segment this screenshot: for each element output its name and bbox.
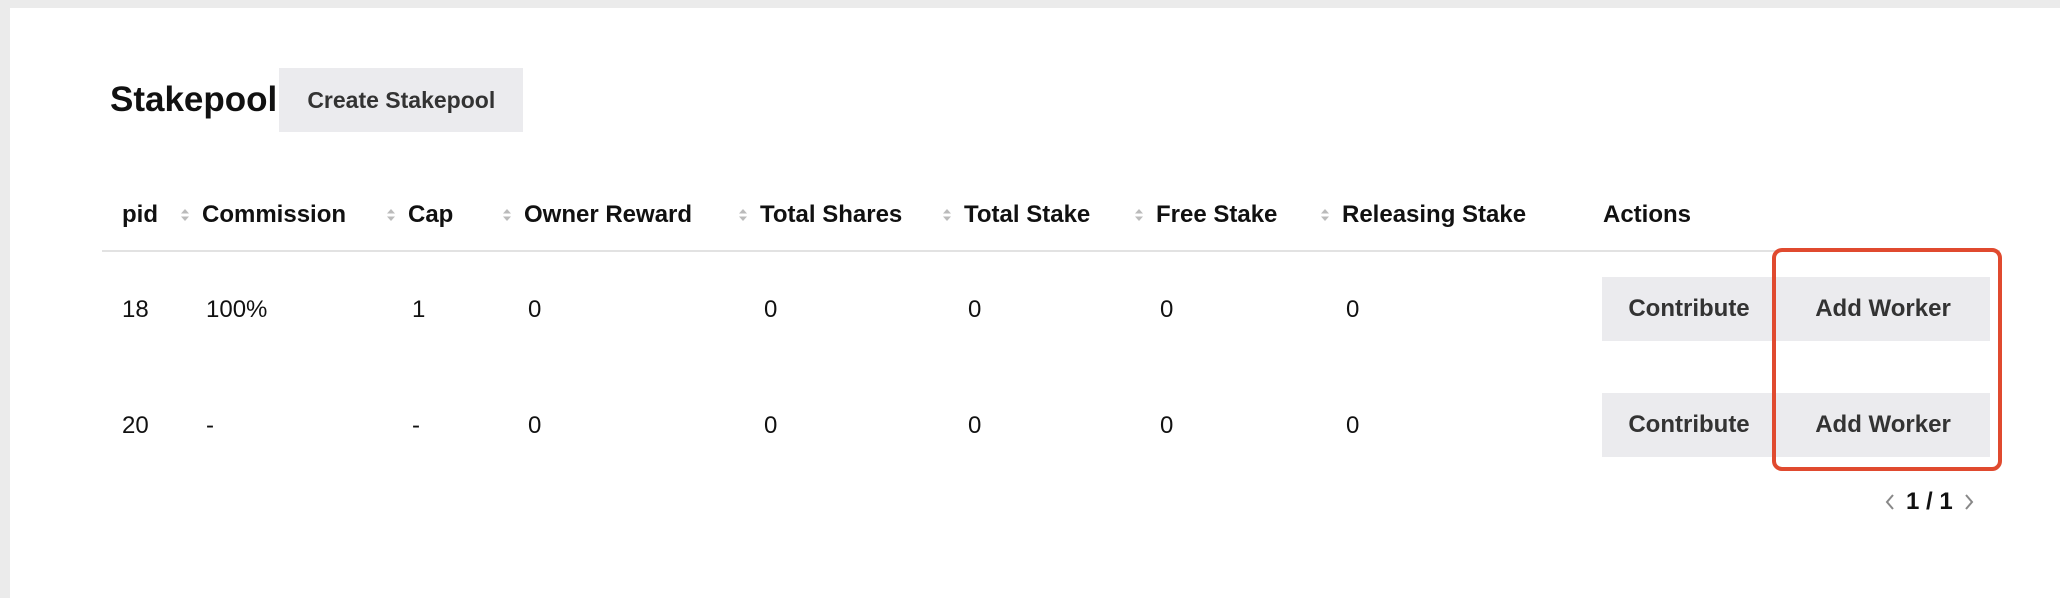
- add-worker-button[interactable]: Add Worker: [1776, 277, 1990, 341]
- chevron-left-icon[interactable]: [1880, 488, 1900, 516]
- sort-icon[interactable]: [1320, 208, 1332, 222]
- page-title: Stakepool: [110, 80, 278, 119]
- column-header-total-stake[interactable]: Total Stake: [942, 180, 1090, 250]
- cell-releasing-stake: 0: [1346, 296, 1360, 323]
- cell-total-shares: 0: [764, 296, 778, 323]
- sort-icon[interactable]: [386, 208, 398, 222]
- table-row: 18 100% 1 0 0 0 0 0 Contribute Add Worke…: [102, 252, 2000, 368]
- column-header-releasing-stake[interactable]: Releasing Stake: [1320, 180, 1526, 250]
- contribute-button[interactable]: Contribute: [1602, 277, 1776, 341]
- table-row: 20 - - 0 0 0 0 0 Contribute Add Worker: [102, 368, 2000, 484]
- column-label: Owner Reward: [524, 201, 693, 228]
- cell-commission: -: [206, 412, 214, 439]
- cell-cap: 1: [412, 296, 426, 323]
- cell-free-stake: 0: [1160, 296, 1174, 323]
- column-label: Releasing Stake: [1342, 201, 1527, 228]
- cell-pid: 18: [122, 296, 149, 323]
- table-header: pid Commission Cap Owner Reward Total Sh…: [102, 180, 2000, 252]
- cell-cap: -: [412, 412, 420, 439]
- column-label: Free Stake: [1156, 201, 1278, 228]
- cell-free-stake: 0: [1160, 412, 1174, 439]
- sort-icon[interactable]: [942, 208, 954, 222]
- cell-total-shares: 0: [764, 412, 778, 439]
- cell-commission: 100%: [206, 296, 268, 323]
- column-label: Total Shares: [760, 201, 903, 228]
- add-worker-button[interactable]: Add Worker: [1776, 393, 1990, 457]
- column-header-free-stake[interactable]: Free Stake: [1134, 180, 1277, 250]
- column-label: pid: [122, 201, 158, 228]
- column-header-cap[interactable]: Cap: [386, 180, 453, 250]
- column-header-pid: pid: [122, 180, 158, 250]
- column-label: Actions: [1603, 201, 1692, 228]
- page-indicator: 1 / 1: [1906, 488, 1953, 515]
- sort-icon[interactable]: [502, 208, 514, 222]
- cell-total-stake: 0: [968, 412, 982, 439]
- cell-owner-reward: 0: [528, 296, 542, 323]
- column-header-actions: Actions: [1603, 180, 1691, 250]
- cell-total-stake: 0: [968, 296, 982, 323]
- pagination: 1 / 1: [1880, 486, 1979, 518]
- sort-icon[interactable]: [180, 208, 192, 222]
- column-label: Total Stake: [964, 201, 1091, 228]
- column-label: Cap: [408, 201, 454, 228]
- stakepool-panel: Stakepool Create Stakepool pid Commissio…: [10, 8, 2060, 598]
- cell-owner-reward: 0: [528, 412, 542, 439]
- contribute-button[interactable]: Contribute: [1602, 393, 1776, 457]
- create-stakepool-button[interactable]: Create Stakepool: [279, 68, 524, 132]
- column-header-commission[interactable]: Commission: [180, 180, 346, 250]
- cell-pid: 20: [122, 412, 149, 439]
- page-header: Stakepool Create Stakepool: [110, 67, 524, 133]
- cell-releasing-stake: 0: [1346, 412, 1360, 439]
- column-header-total-shares[interactable]: Total Shares: [738, 180, 902, 250]
- column-header-owner-reward[interactable]: Owner Reward: [502, 180, 692, 250]
- sort-icon[interactable]: [1134, 208, 1146, 222]
- column-label: Commission: [202, 201, 347, 228]
- sort-icon[interactable]: [738, 208, 750, 222]
- chevron-right-icon[interactable]: [1959, 488, 1979, 516]
